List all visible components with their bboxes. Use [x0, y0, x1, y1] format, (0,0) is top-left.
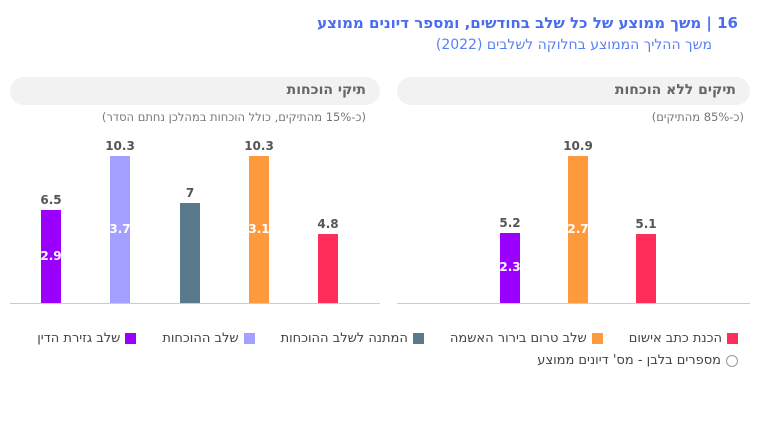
- legend-item: שלב גזירת הדין: [37, 331, 137, 346]
- inner-label: 2.7: [567, 221, 589, 236]
- legend-note-text: מספרים בלבן - מס' דיונים ממוצע: [537, 353, 721, 368]
- legend-label: הכנת כתב אישום: [628, 331, 722, 346]
- data-label: 6.5: [40, 193, 62, 208]
- legend-item: שלב ההוכחות: [162, 331, 255, 346]
- legend-note: מספרים בלבן - מס' דיונים ממוצע: [537, 353, 738, 368]
- data-label: 7: [185, 186, 195, 201]
- panel-note: (כ-15% מהתיקים, כולל הוכחות במהלכן נחתם …: [101, 110, 366, 124]
- legend-label: שלב ההוכחות: [162, 331, 239, 346]
- bar: [41, 210, 61, 303]
- data-label: 5.2: [499, 215, 521, 230]
- axis-baseline: [397, 303, 750, 304]
- panel-header-evidence: תיקי הוכחות: [10, 77, 380, 105]
- inner-label: 3.7: [109, 221, 131, 236]
- legend-swatch: [243, 333, 255, 344]
- chart-title: 16 | משך ממוצע של כל שלב בחודשים, ומספר …: [317, 14, 738, 32]
- circle-icon: [726, 354, 738, 367]
- legend-item: שלב טרום בירור האשמה: [450, 331, 603, 346]
- legend-swatch: [727, 333, 738, 344]
- panel-title: תיקי הוכחות: [286, 82, 366, 98]
- bar: [568, 156, 588, 303]
- data-label: 4.8: [317, 217, 339, 232]
- panel-header-no-evidence: תיקים ללא הוכחות: [397, 77, 750, 105]
- chart-subtitle: משך ההליך הממוצע בחלוקה לשלבים (2022): [435, 37, 712, 53]
- inner-label: 2.3: [499, 259, 521, 274]
- panel-title: תיקים ללא הוכחות: [614, 82, 736, 98]
- bar: [110, 156, 130, 303]
- inner-label: 3.1: [248, 221, 270, 236]
- data-label: 10.3: [244, 139, 274, 153]
- panel-note: (כ-85% מהתיקים): [651, 110, 744, 124]
- bar: [180, 203, 200, 303]
- legend-swatch: [125, 333, 137, 344]
- axis-baseline: [10, 303, 380, 304]
- data-label: 10.3: [105, 139, 135, 153]
- legend-label: המתנה לשלב ההוכחות: [280, 331, 408, 346]
- legend: הכנת כתב אישום שלב טרום בירור האשמה המתנה …: [37, 331, 738, 346]
- bar: [636, 234, 656, 303]
- bar: [500, 232, 520, 303]
- inner-label: 2.9: [40, 248, 62, 263]
- legend-label: שלב גזירת הדין: [37, 331, 121, 346]
- data-label: 5.1: [635, 217, 657, 232]
- legend-label: שלב טרום בירור האשמה: [449, 331, 587, 346]
- legend-swatch: [591, 333, 603, 344]
- legend-item: המתנה לשלב ההוכחות: [281, 331, 424, 346]
- legend-item: הכנת כתב אישום: [629, 331, 738, 346]
- bar: [318, 234, 338, 303]
- bar: [249, 156, 269, 303]
- legend-swatch: [412, 333, 424, 344]
- data-label: 10.9: [563, 139, 593, 153]
